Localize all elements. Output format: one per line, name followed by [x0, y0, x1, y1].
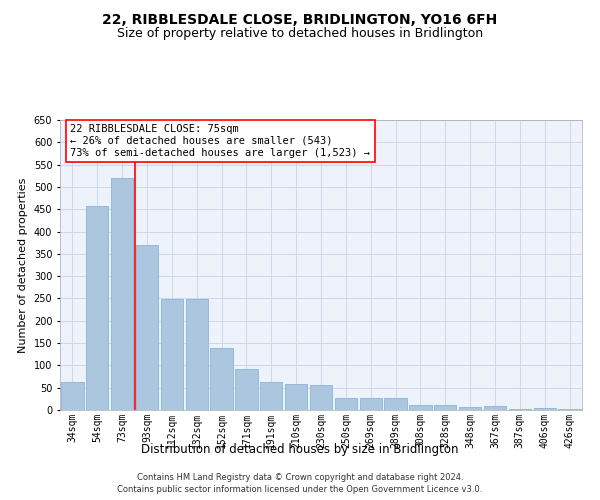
- Y-axis label: Number of detached properties: Number of detached properties: [18, 178, 28, 352]
- Bar: [61, 382, 83, 410]
- Bar: [509, 408, 531, 410]
- Text: Contains HM Land Registry data © Crown copyright and database right 2024.: Contains HM Land Registry data © Crown c…: [137, 472, 463, 482]
- Bar: [484, 406, 506, 410]
- Bar: [434, 404, 457, 410]
- Bar: [409, 404, 431, 410]
- Bar: [211, 348, 233, 410]
- Text: 22 RIBBLESDALE CLOSE: 75sqm
← 26% of detached houses are smaller (543)
73% of se: 22 RIBBLESDALE CLOSE: 75sqm ← 26% of det…: [70, 124, 370, 158]
- Bar: [111, 178, 133, 410]
- Bar: [285, 384, 307, 410]
- Bar: [335, 398, 357, 410]
- Text: Contains public sector information licensed under the Open Government Licence v3: Contains public sector information licen…: [118, 485, 482, 494]
- Text: Distribution of detached houses by size in Bridlington: Distribution of detached houses by size …: [141, 442, 459, 456]
- Bar: [533, 408, 556, 410]
- Text: Size of property relative to detached houses in Bridlington: Size of property relative to detached ho…: [117, 28, 483, 40]
- Bar: [310, 386, 332, 410]
- Bar: [235, 368, 257, 410]
- Bar: [86, 206, 109, 410]
- Bar: [559, 408, 581, 410]
- Text: 22, RIBBLESDALE CLOSE, BRIDLINGTON, YO16 6FH: 22, RIBBLESDALE CLOSE, BRIDLINGTON, YO16…: [103, 12, 497, 26]
- Bar: [161, 300, 183, 410]
- Bar: [185, 300, 208, 410]
- Bar: [359, 398, 382, 410]
- Bar: [260, 382, 283, 410]
- Bar: [136, 245, 158, 410]
- Bar: [459, 407, 481, 410]
- Bar: [385, 398, 407, 410]
